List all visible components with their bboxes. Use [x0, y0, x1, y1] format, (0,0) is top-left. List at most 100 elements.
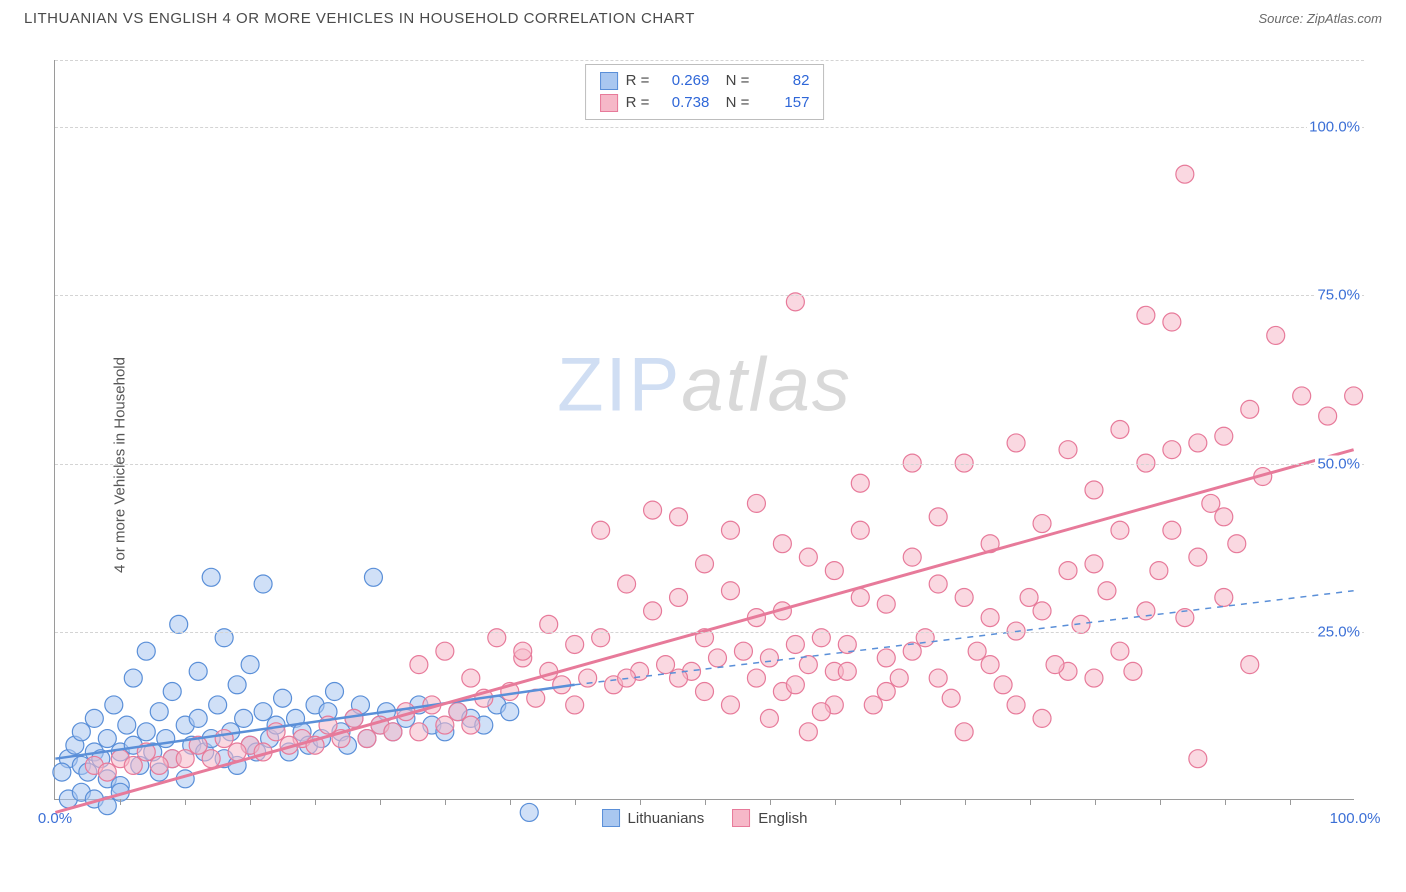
legend-label-lithuanians: Lithuanians: [628, 810, 705, 827]
data-point: [1111, 642, 1129, 660]
data-point: [955, 588, 973, 606]
data-point: [1241, 400, 1259, 418]
data-point: [747, 494, 765, 512]
data-point: [696, 555, 714, 573]
data-point: [579, 669, 597, 687]
data-point: [786, 676, 804, 694]
data-point: [202, 750, 220, 768]
data-point: [384, 723, 402, 741]
series-legend: Lithuanians English: [602, 809, 808, 827]
data-point: [520, 803, 538, 821]
data-point: [799, 548, 817, 566]
gridline: [55, 632, 1364, 633]
data-point: [189, 662, 207, 680]
data-point: [1007, 696, 1025, 714]
data-point: [955, 723, 973, 741]
data-point: [994, 676, 1012, 694]
data-point: [228, 743, 246, 761]
data-point: [1033, 515, 1051, 533]
x-tick-label: 100.0%: [1330, 810, 1381, 827]
x-tick: [965, 799, 966, 805]
data-point: [760, 649, 778, 667]
source-name: ZipAtlas.com: [1307, 11, 1382, 26]
data-point: [410, 656, 428, 674]
x-tick: [510, 799, 511, 805]
swatch-lithuanians-icon: [602, 809, 620, 827]
data-point: [98, 730, 116, 748]
data-point: [1202, 494, 1220, 512]
x-tick: [185, 799, 186, 805]
data-point: [877, 683, 895, 701]
data-point: [864, 696, 882, 714]
scatter-svg: [55, 60, 1354, 799]
x-tick: [770, 799, 771, 805]
gridline: [55, 60, 1364, 61]
y-tick-label: 25.0%: [1315, 623, 1362, 640]
data-point: [721, 582, 739, 600]
data-point: [592, 521, 610, 539]
data-point: [118, 716, 136, 734]
data-point: [721, 521, 739, 539]
data-point: [799, 656, 817, 674]
data-point: [1189, 434, 1207, 452]
data-point: [202, 568, 220, 586]
data-point: [566, 696, 584, 714]
data-point: [851, 588, 869, 606]
data-point: [838, 662, 856, 680]
data-point: [1163, 521, 1181, 539]
data-point: [274, 689, 292, 707]
data-point: [1228, 535, 1246, 553]
x-tick: [640, 799, 641, 805]
data-point: [105, 696, 123, 714]
data-point: [176, 750, 194, 768]
data-point: [773, 535, 791, 553]
data-point: [1176, 165, 1194, 183]
data-point: [1033, 709, 1051, 727]
data-point: [929, 669, 947, 687]
data-point: [1163, 313, 1181, 331]
data-point: [137, 723, 155, 741]
data-point: [721, 696, 739, 714]
data-point: [124, 669, 142, 687]
data-point: [1345, 387, 1363, 405]
data-point: [150, 756, 168, 774]
data-point: [942, 689, 960, 707]
data-point: [903, 548, 921, 566]
x-tick: [380, 799, 381, 805]
data-point: [929, 508, 947, 526]
data-point: [1150, 562, 1168, 580]
data-point: [501, 703, 519, 721]
data-point: [1007, 434, 1025, 452]
x-tick: [835, 799, 836, 805]
x-tick: [120, 799, 121, 805]
x-tick: [575, 799, 576, 805]
data-point: [449, 703, 467, 721]
data-point: [566, 635, 584, 653]
x-tick: [445, 799, 446, 805]
data-point: [150, 703, 168, 721]
data-point: [53, 763, 71, 781]
legend-label-english: English: [758, 810, 807, 827]
data-point: [825, 562, 843, 580]
data-point: [644, 501, 662, 519]
data-point: [1111, 421, 1129, 439]
swatch-english-icon: [732, 809, 750, 827]
data-point: [514, 642, 532, 660]
data-point: [163, 683, 181, 701]
data-point: [436, 716, 454, 734]
data-point: [540, 615, 558, 633]
data-point: [670, 508, 688, 526]
x-tick: [900, 799, 901, 805]
data-point: [410, 723, 428, 741]
legend-item-english: English: [732, 809, 807, 827]
data-point: [1046, 656, 1064, 674]
data-point: [1098, 582, 1116, 600]
gridline: [55, 464, 1364, 465]
data-point: [1215, 427, 1233, 445]
data-point: [696, 683, 714, 701]
data-point: [981, 609, 999, 627]
gridline: [55, 127, 1364, 128]
data-point: [890, 669, 908, 687]
source-prefix: Source:: [1258, 11, 1306, 26]
data-point: [1059, 441, 1077, 459]
